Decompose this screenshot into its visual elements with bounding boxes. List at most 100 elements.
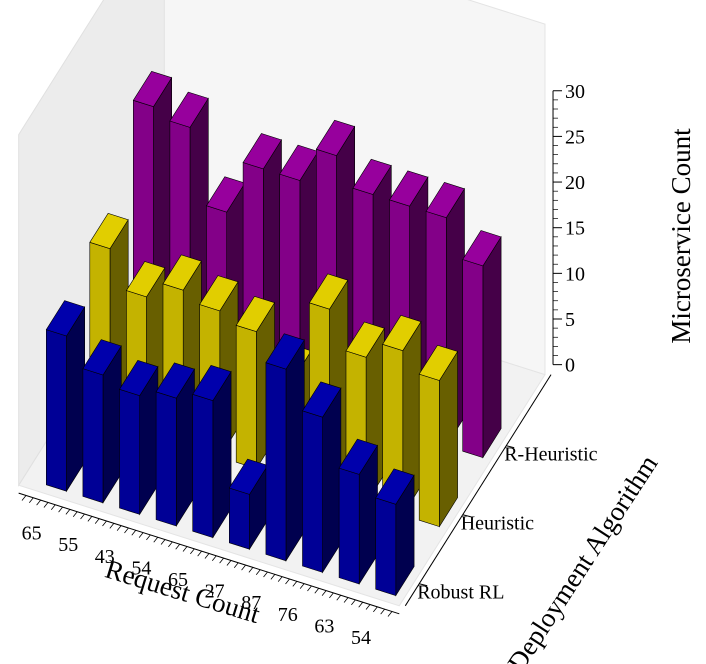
y-tick (419, 583, 428, 587)
x-minor-tick (197, 550, 202, 557)
bar-top (125, 261, 166, 298)
bar-top (169, 91, 209, 128)
x-minor-tick (153, 536, 159, 543)
x-minor-tick (58, 506, 63, 513)
x-tick-label: 87 (241, 592, 261, 614)
x-minor-tick (343, 597, 349, 603)
bar-side (285, 339, 305, 562)
x-minor-tick (292, 581, 298, 587)
bar-top (308, 273, 349, 310)
x-minor-tick (190, 548, 195, 555)
bar-front (302, 410, 323, 573)
x-minor-tick (299, 583, 305, 589)
x-minor-tick (168, 541, 173, 548)
x-tick-label: 76 (278, 604, 298, 626)
y-axis-line (404, 374, 552, 607)
z-tick-label: 0 (565, 355, 575, 377)
bar-top (192, 364, 232, 401)
x-minor-tick (28, 497, 34, 504)
bar-top (45, 300, 86, 337)
bar-side (482, 235, 502, 459)
bar-top (162, 254, 202, 291)
x-minor-tick (373, 606, 378, 613)
x-minor-tick (124, 527, 129, 534)
x-minor-tick (138, 532, 144, 538)
bars (45, 70, 502, 597)
bar-top (302, 381, 342, 418)
y-tick (462, 514, 471, 518)
x-minor-tick (87, 516, 93, 522)
x-minor-tick (277, 576, 283, 582)
x-tick-label: 65 (168, 569, 188, 591)
bar-front (375, 497, 397, 597)
bar-series-robust-rl (45, 300, 415, 597)
bar-top (425, 182, 465, 219)
x-tick-label: 65 (22, 523, 42, 545)
bar-top (315, 119, 356, 156)
y-tick (506, 445, 515, 449)
y-tick-label: Robust RL (417, 582, 504, 604)
x-minor-tick (329, 592, 334, 599)
bar (418, 344, 459, 528)
x-minor-tick (365, 604, 371, 610)
z-tick-label: 15 (565, 218, 585, 240)
z-tick-label: 30 (565, 81, 585, 103)
x-minor-tick (21, 495, 27, 501)
x-minor-tick (175, 543, 181, 550)
x-minor-tick (233, 562, 239, 569)
x-minor-tick (43, 502, 49, 508)
x-minor-tick (351, 599, 356, 606)
axes: 65 55 43 54 65 27 87 76 63 54 Robust RL Heuristic R-… (18, 81, 598, 649)
x-minor-tick (65, 509, 71, 515)
bar (302, 381, 342, 574)
x-tick-label: 63 (314, 615, 334, 637)
bar-side (322, 387, 342, 574)
bar (338, 438, 378, 586)
x-minor-tick (50, 504, 56, 511)
x-minor-tick (182, 546, 188, 552)
bar (265, 333, 305, 562)
bar (45, 300, 86, 493)
bar (228, 458, 269, 551)
x-minor-tick (380, 608, 385, 615)
x-minor-tick (241, 564, 246, 571)
bar-top (82, 339, 122, 376)
bar-front (229, 487, 250, 550)
x-minor-tick (219, 557, 224, 564)
bar-front (45, 329, 67, 492)
x-tick-label: 54 (131, 557, 151, 579)
z-tick-label: 10 (565, 263, 585, 285)
bar-front (418, 373, 440, 528)
bar-front (462, 259, 484, 459)
bar-top (155, 362, 195, 399)
x-minor-tick (80, 513, 85, 520)
bar-front (155, 391, 177, 527)
x-minor-tick (211, 555, 217, 562)
bar-side (66, 305, 85, 493)
x-minor-tick (358, 601, 364, 608)
x-minor-tick (314, 588, 320, 594)
bar-top (418, 344, 459, 381)
bar (155, 362, 195, 528)
x-tick-label: 43 (95, 546, 115, 568)
x-minor-tick (285, 578, 290, 585)
bar-top (375, 468, 415, 505)
bar-front (82, 368, 104, 504)
x-minor-tick (226, 560, 232, 566)
bar-top (199, 275, 239, 312)
x-minor-tick (94, 518, 100, 524)
x-tick-label: 54 (351, 627, 371, 649)
x-minor-tick (102, 520, 107, 527)
x-axis-title: Request Count (102, 554, 264, 630)
x-minor-tick (270, 574, 276, 580)
y-axis-title: Deployment Algorithm (501, 450, 663, 664)
x-minor-tick (116, 525, 122, 531)
y-tick-label: R-Heuristic (504, 444, 597, 466)
bar (192, 364, 232, 539)
bar-front (235, 324, 257, 470)
bar (462, 230, 502, 459)
bar-top (89, 213, 129, 250)
z-tick-label: 20 (565, 172, 585, 194)
x-minor-tick (204, 553, 210, 559)
